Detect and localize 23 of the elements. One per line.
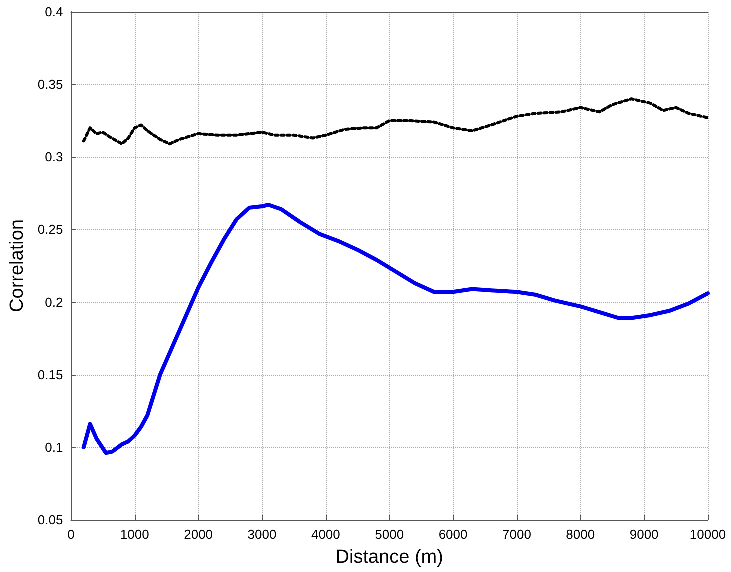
- y-tick-label: 0.2: [45, 294, 64, 310]
- y-tick-label: 0.25: [38, 222, 64, 238]
- x-tick-label: 3000: [248, 527, 277, 542]
- x-tick-label: 6000: [438, 527, 468, 542]
- x-tick-label: 0: [68, 527, 75, 542]
- x-tick-label: 4000: [311, 527, 340, 542]
- y-tick-label: 0.1: [45, 440, 64, 455]
- line-series: [82, 98, 710, 146]
- x-tick-label: 7000: [502, 527, 532, 542]
- x-tick-label: 8000: [566, 527, 596, 542]
- y-tick-label: 0.05: [38, 512, 64, 528]
- y-tick-label: 0.4: [45, 4, 64, 20]
- x-tick-label: 9000: [630, 527, 659, 542]
- y-tick-label: 0.15: [38, 367, 64, 382]
- line-series: [82, 203, 710, 456]
- x-tick-label: 1000: [120, 527, 150, 542]
- x-tick-label: 2000: [184, 527, 214, 542]
- x-axis-title: Distance (m): [336, 547, 444, 568]
- y-tick-label: 0.3: [45, 150, 64, 165]
- x-tick-label: 10000: [690, 527, 726, 542]
- y-axis-title: Correlation: [7, 220, 28, 312]
- y-tick-label: 0.35: [38, 77, 64, 92]
- x-tick-label: 5000: [375, 527, 404, 542]
